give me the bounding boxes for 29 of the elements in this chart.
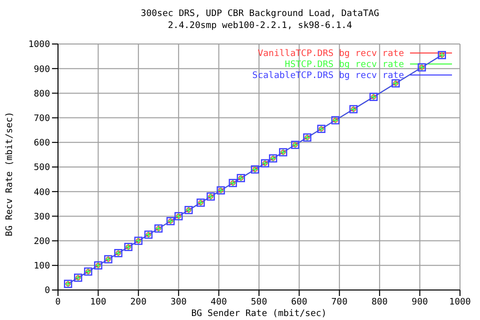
y-tick-label: 800 [34, 89, 50, 100]
x-tick-label: 200 [130, 297, 147, 308]
y-tick-label: 900 [34, 64, 50, 75]
x-tick-label: 400 [210, 297, 227, 308]
chart-subtitle: 2.4.20smp web100-2.2.1, sk98-6.1.4 [168, 21, 352, 31]
y-tick-label: 300 [34, 212, 50, 222]
x-tick-label: 800 [371, 297, 388, 308]
y-tick-label: 500 [34, 163, 50, 174]
y-tick-label: 200 [34, 236, 50, 247]
x-axis-title: BG Sender Rate (mbit/sec) [191, 309, 327, 319]
x-tick-label: 100 [90, 297, 106, 308]
y-tick-label: 0 [44, 286, 50, 296]
chart-title: 300sec DRS, UDP CBR Background Load, DataTAG [140, 9, 380, 19]
legend-label: ScalableTCP.DRS bg recv rate [252, 71, 404, 81]
x-tick-label: 600 [291, 297, 308, 308]
y-axis-title: BG Recv Rate (mbit/sec) [5, 112, 15, 236]
legend-label: HSTCP.DRS bg recv rate [284, 60, 404, 70]
x-tick-label: 300 [170, 297, 187, 308]
legend-label: VanillaTCP.DRS bg recv rate [258, 49, 404, 59]
y-tick-label: 400 [34, 188, 50, 198]
y-tick-label: 1000 [28, 40, 50, 50]
x-tick-label: 900 [412, 297, 428, 308]
y-tick-label: 600 [34, 138, 50, 149]
y-tick-label: 700 [34, 114, 50, 124]
x-tick-label: 1000 [449, 297, 471, 308]
y-tick-label: 100 [34, 262, 50, 272]
x-tick-label: 0 [55, 297, 61, 308]
x-tick-label: 700 [331, 297, 348, 308]
x-tick-label: 500 [250, 297, 268, 308]
